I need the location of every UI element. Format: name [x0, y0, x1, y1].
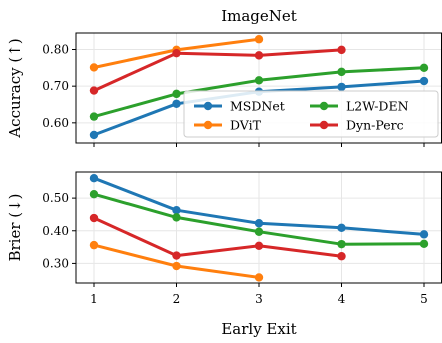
y-tick-label: 0.50: [42, 191, 69, 205]
data-point: [254, 219, 264, 228]
data-point: [89, 190, 99, 199]
data-point: [254, 35, 264, 44]
data-point: [172, 261, 181, 271]
series-l2w-den: [89, 63, 429, 121]
legend-marker: [203, 120, 213, 130]
data-point: [172, 99, 181, 108]
x-tick-label: 5: [420, 292, 428, 306]
legend-marker: [319, 120, 329, 130]
legend-label: Dyn-Perc: [346, 118, 404, 133]
series-line: [92, 216, 343, 258]
legend-label: DViT: [230, 118, 262, 133]
data-point: [254, 241, 264, 250]
data-point: [419, 63, 429, 73]
data-point: [337, 82, 346, 92]
data-point: [254, 51, 264, 60]
data-point: [89, 240, 99, 250]
data-point: [172, 89, 181, 99]
legend-label: L2W-DEN: [346, 99, 409, 114]
data-point: [172, 205, 181, 215]
legend-item-msdnet: MSDNet: [194, 99, 285, 114]
legend-marker: [203, 101, 213, 111]
data-point: [337, 239, 346, 249]
legend-box: [183, 90, 439, 138]
series-line: [92, 48, 343, 93]
legend: MSDNet DViT L2W-DEN Dyn-Perc: [183, 90, 439, 138]
x-tick-label: 2: [173, 292, 181, 306]
data-point: [419, 76, 429, 86]
data-point: [337, 252, 346, 261]
data-point: [89, 63, 99, 72]
data-point: [254, 227, 264, 236]
data-point: [89, 213, 99, 223]
legend-label: MSDNet: [230, 99, 285, 114]
data-point: [419, 239, 429, 249]
series-dvit: [89, 240, 264, 282]
data-point: [337, 223, 346, 233]
y-tick-label: 0.40: [42, 224, 69, 238]
y-axis-label: Brier (↓): [6, 193, 24, 261]
data-point: [254, 273, 264, 282]
y-tick-label: 0.60: [42, 116, 69, 130]
x-tick-label: 1: [90, 292, 98, 306]
legend-item-dvit: DViT: [194, 118, 262, 133]
data-point: [172, 48, 181, 58]
data-point: [337, 45, 346, 55]
grid-lines: [76, 172, 442, 283]
data-point: [254, 76, 264, 85]
legend-marker: [319, 101, 329, 111]
chart-panels: 0.60 0.70 0.80 Accuracy (↑) 0.30 0.40 0.50 1 2 3 4…: [6, 32, 442, 306]
data-point: [172, 251, 181, 260]
y-tick-label: 0.70: [42, 79, 69, 93]
y-tick-label: 0.80: [42, 43, 69, 57]
y-tick-label: 0.30: [42, 256, 69, 270]
data-point: [89, 130, 99, 140]
x-tick-label: 3: [255, 292, 263, 306]
series-dyn-perc: [89, 45, 346, 95]
legend-item-l2w-den: L2W-DEN: [310, 99, 409, 114]
panel-2: 0.30 0.40 0.50 1 2 3 4 5 Brier (↓): [6, 171, 442, 306]
data-point: [337, 67, 346, 77]
y-axis-label: Accuracy (↑): [6, 38, 24, 138]
data-point: [89, 112, 99, 121]
legend-item-dyn-perc: Dyn-Perc: [310, 118, 404, 133]
x-axis-label: Early Exit: [221, 320, 296, 338]
chart-title: ImageNet: [221, 7, 297, 25]
series-dyn-perc: [89, 213, 346, 261]
series-l2w-den: [89, 190, 429, 249]
data-point: [172, 213, 181, 222]
x-tick-label: 4: [338, 292, 346, 306]
data-point: [89, 174, 99, 183]
series-msdnet: [89, 174, 429, 239]
data-point: [419, 230, 429, 239]
data-point: [89, 86, 99, 95]
